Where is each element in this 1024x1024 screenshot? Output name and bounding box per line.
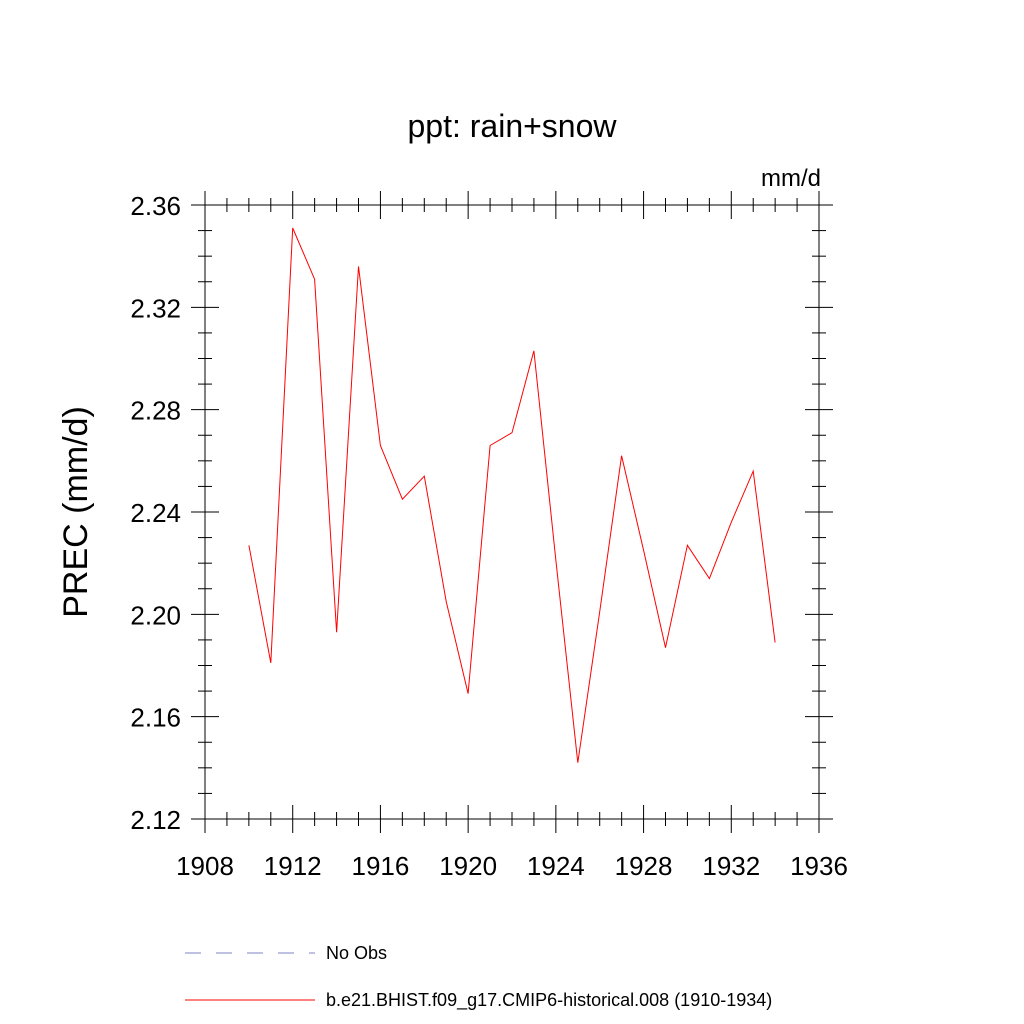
axis-ticks — [191, 191, 833, 833]
x-tick-label: 1908 — [176, 851, 234, 881]
y-tick-label: 2.12 — [130, 805, 181, 835]
x-tick-label: 1936 — [790, 851, 848, 881]
legend-label-no-obs: No Obs — [326, 943, 387, 963]
y-tick-labels: 2.12 2.16 2.20 2.24 2.28 2.32 2.36 — [130, 191, 181, 835]
y-tick-label: 2.24 — [130, 498, 181, 528]
x-tick-label: 1912 — [264, 851, 322, 881]
units-label: mm/d — [761, 165, 821, 192]
y-axis-label: PREC (mm/d) — [57, 406, 95, 618]
series-line — [248, 227, 776, 763]
x-tick-label: 1920 — [439, 851, 497, 881]
x-tick-label: 1924 — [527, 851, 585, 881]
y-tick-label: 2.16 — [130, 703, 181, 733]
x-tick-label: 1928 — [615, 851, 673, 881]
legend-label-model: b.e21.BHIST.f09_g17.CMIP6-historical.008… — [326, 990, 772, 1011]
series-group — [248, 227, 776, 763]
chart-title: ppt: rain+snow — [407, 108, 617, 144]
x-tick-label: 1916 — [352, 851, 410, 881]
x-tick-label: 1932 — [702, 851, 760, 881]
plot-frame — [204, 204, 820, 820]
y-tick-label: 2.32 — [130, 293, 181, 323]
y-tick-label: 2.28 — [130, 396, 181, 426]
x-tick-labels: 1908 1912 1916 1920 1924 1928 1932 1936 — [176, 851, 848, 881]
legend: No Obs b.e21.BHIST.f09_g17.CMIP6-histori… — [185, 943, 772, 1011]
y-tick-label: 2.36 — [130, 191, 181, 221]
y-tick-label: 2.20 — [130, 600, 181, 630]
